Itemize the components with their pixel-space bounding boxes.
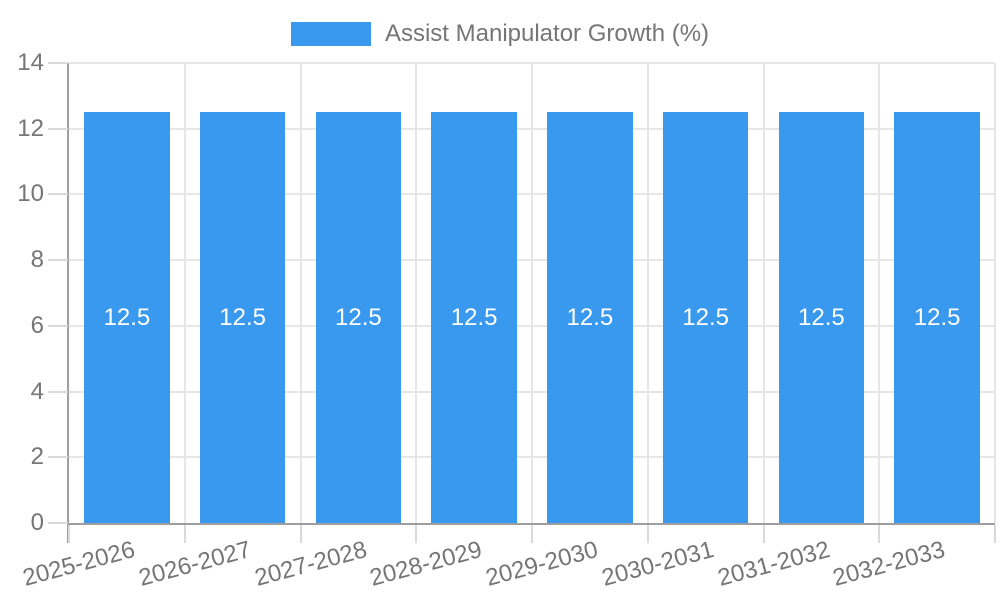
legend-swatch — [290, 22, 371, 46]
gridline-vertical — [531, 63, 533, 523]
x-tick-mark — [68, 525, 70, 543]
bar[interactable]: 12.5 — [84, 112, 170, 523]
x-axis-label: 2025-2026 — [20, 536, 138, 592]
y-axis-label: 4 — [30, 377, 44, 405]
bar[interactable]: 12.5 — [894, 112, 980, 523]
plot-area: 12.5 12.5 12.5 12.5 12.5 12.5 12.5 12.5 — [69, 62, 996, 523]
gridline-vertical — [299, 63, 302, 523]
x-tick-mark — [415, 525, 418, 543]
gridline-vertical — [762, 63, 765, 523]
x-axis-label: 2030-2031 — [598, 536, 717, 592]
x-tick-mark — [878, 525, 881, 543]
y-tick-mark — [48, 456, 68, 459]
x-axis-label: 2032-2033 — [830, 536, 949, 592]
y-tick-mark — [48, 259, 68, 262]
gridline-vertical — [878, 63, 881, 523]
x-axis-line — [69, 523, 995, 525]
gridline-vertical — [415, 63, 418, 523]
bar-value-label: 12.5 — [103, 303, 151, 331]
bar-value-label: 12.5 — [566, 303, 614, 331]
y-axis-label: 10 — [17, 180, 44, 208]
x-axis-label: 2028-2029 — [367, 536, 486, 592]
bar[interactable]: 12.5 — [431, 112, 517, 523]
bar-value-label: 12.5 — [219, 303, 266, 331]
y-axis-label: 8 — [30, 246, 44, 274]
y-tick-mark — [48, 522, 68, 524]
x-axis-label: 2026-2027 — [135, 536, 254, 592]
x-tick-mark — [762, 525, 765, 543]
x-axis-label: 2027-2028 — [251, 536, 370, 592]
gridline-vertical — [646, 63, 649, 523]
y-axis-label: 6 — [30, 311, 44, 339]
x-axis-label: 2029-2030 — [483, 536, 601, 592]
y-axis-label: 14 — [17, 49, 44, 76]
gridline-vertical — [994, 63, 996, 523]
bar[interactable]: 12.5 — [778, 112, 865, 523]
bar-value-label: 12.5 — [682, 303, 729, 331]
bar-value-label: 12.5 — [335, 303, 382, 331]
legend-item[interactable]: Assist Manipulator Growth (%) — [290, 20, 710, 48]
x-tick-mark — [299, 525, 302, 543]
x-tick-mark — [646, 525, 649, 543]
bar[interactable]: 12.5 — [199, 112, 286, 523]
y-tick-mark — [48, 390, 68, 393]
y-axis-label: 12 — [17, 114, 44, 142]
y-axis-label: 2 — [30, 443, 44, 471]
bar-value-label: 12.5 — [450, 303, 498, 331]
bar-value-label: 12.5 — [913, 303, 961, 331]
x-tick-mark — [994, 525, 996, 543]
bar[interactable]: 12.5 — [315, 112, 402, 523]
y-tick-mark — [48, 62, 68, 64]
y-tick-mark — [48, 127, 68, 130]
y-axis-line — [67, 63, 69, 543]
legend-label: Assist Manipulator Growth (%) — [384, 20, 710, 47]
x-axis-label: 2031-2032 — [714, 536, 833, 592]
y-tick-mark — [48, 324, 68, 327]
bar[interactable]: 12.5 — [662, 112, 749, 523]
y-tick-mark — [48, 193, 68, 196]
chart-legend: Assist Manipulator Growth (%) — [0, 20, 1000, 48]
gridline-vertical — [183, 63, 186, 523]
bar-value-label: 12.5 — [798, 303, 845, 331]
x-tick-mark — [531, 525, 533, 543]
bar[interactable]: 12.5 — [547, 112, 633, 523]
y-axis-label: 0 — [30, 509, 44, 536]
x-tick-mark — [183, 525, 186, 543]
